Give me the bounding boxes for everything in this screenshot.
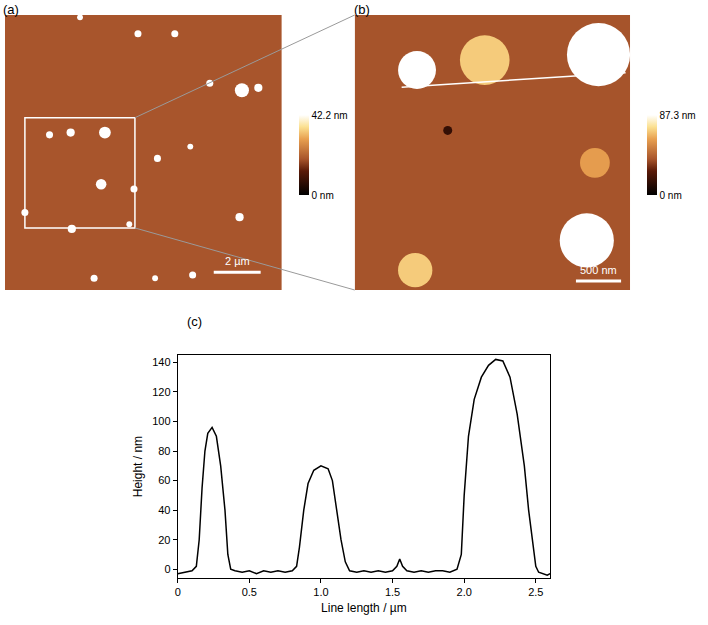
svg-text:120: 120 <box>152 386 170 398</box>
svg-text:2.0: 2.0 <box>457 586 472 598</box>
svg-text:140: 140 <box>152 356 170 368</box>
svg-text:0 nm: 0 nm <box>312 190 334 201</box>
svg-text:42.2 nm: 42.2 nm <box>312 110 348 121</box>
svg-text:0: 0 <box>164 563 170 575</box>
svg-text:1.0: 1.0 <box>313 586 328 598</box>
svg-text:0 nm: 0 nm <box>660 190 682 201</box>
svg-text:0: 0 <box>175 586 181 598</box>
svg-text:60: 60 <box>158 474 170 486</box>
svg-text:2 µm: 2 µm <box>225 255 250 267</box>
svg-text:(c): (c) <box>187 314 202 329</box>
svg-text:(b): (b) <box>354 2 370 17</box>
svg-text:(a): (a) <box>3 2 19 17</box>
svg-text:40: 40 <box>158 504 170 516</box>
svg-text:100: 100 <box>152 415 170 427</box>
svg-text:500 nm: 500 nm <box>580 264 617 276</box>
svg-text:Height / nm: Height / nm <box>131 436 145 497</box>
svg-text:0.5: 0.5 <box>242 586 257 598</box>
svg-text:2.5: 2.5 <box>528 586 543 598</box>
svg-text:87.3 nm: 87.3 nm <box>660 110 696 121</box>
svg-text:1.5: 1.5 <box>385 586 400 598</box>
svg-text:20: 20 <box>158 534 170 546</box>
svg-text:Line length / µm: Line length / µm <box>321 601 407 615</box>
svg-text:80: 80 <box>158 445 170 457</box>
